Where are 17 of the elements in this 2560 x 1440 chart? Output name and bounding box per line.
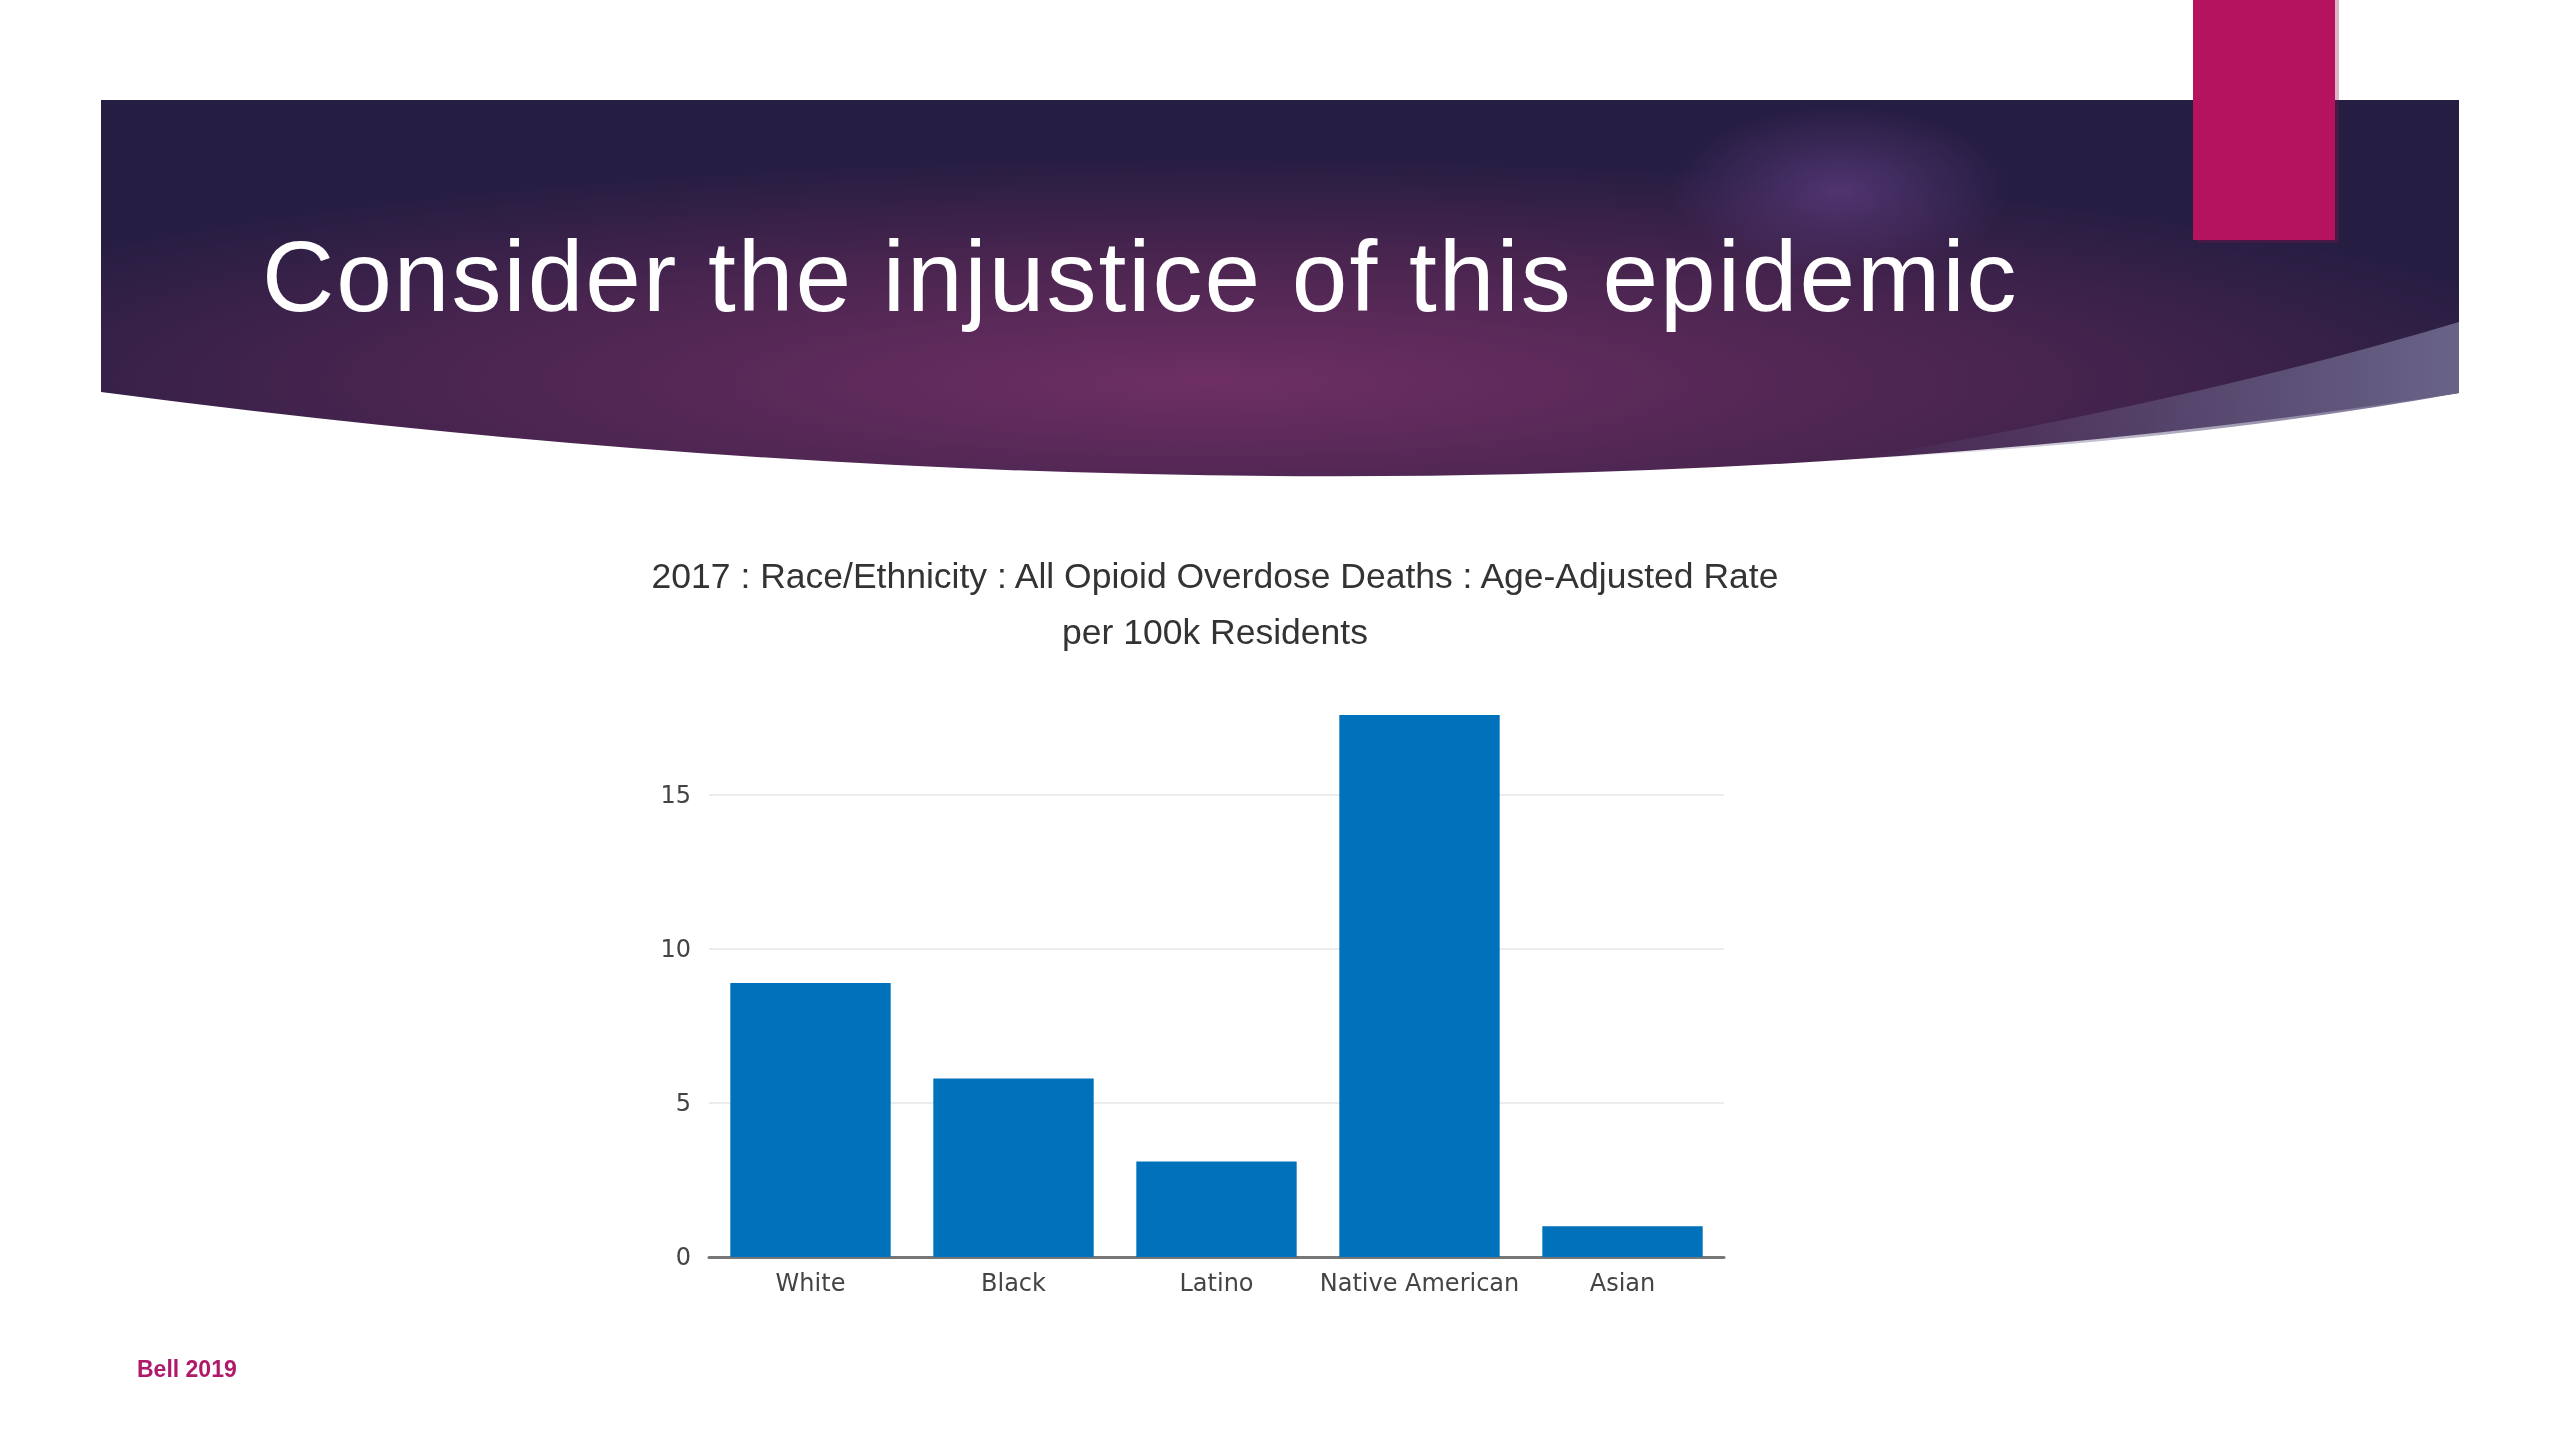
chart-title: Consider the injustice of this epidemic [262, 219, 2019, 334]
bar [730, 982, 891, 1257]
bar [1542, 1226, 1703, 1257]
bar [933, 1078, 1094, 1257]
y-tick-label: 0 [675, 1243, 691, 1271]
x-tick-label: Black [981, 1269, 1047, 1297]
y-tick-label: 15 [660, 781, 691, 810]
x-tick-label: Asian [1589, 1269, 1656, 1297]
y-tick-label: 5 [675, 1089, 691, 1118]
chart-subtitle: 2017 : Race/Ethnicity : All Opioid Overdose Deaths : Age-Adjusted Rate per 100k Residents [650, 555, 1780, 654]
x-tick-label: Latino [1179, 1269, 1254, 1297]
x-tick-label: White [775, 1269, 846, 1297]
bar [1339, 715, 1500, 1257]
y-tick-label: 10 [660, 935, 691, 964]
bar [1136, 1161, 1297, 1257]
x-tick-label: Native American [1319, 1269, 1520, 1297]
text: Bell 2019 [137, 1356, 237, 1383]
